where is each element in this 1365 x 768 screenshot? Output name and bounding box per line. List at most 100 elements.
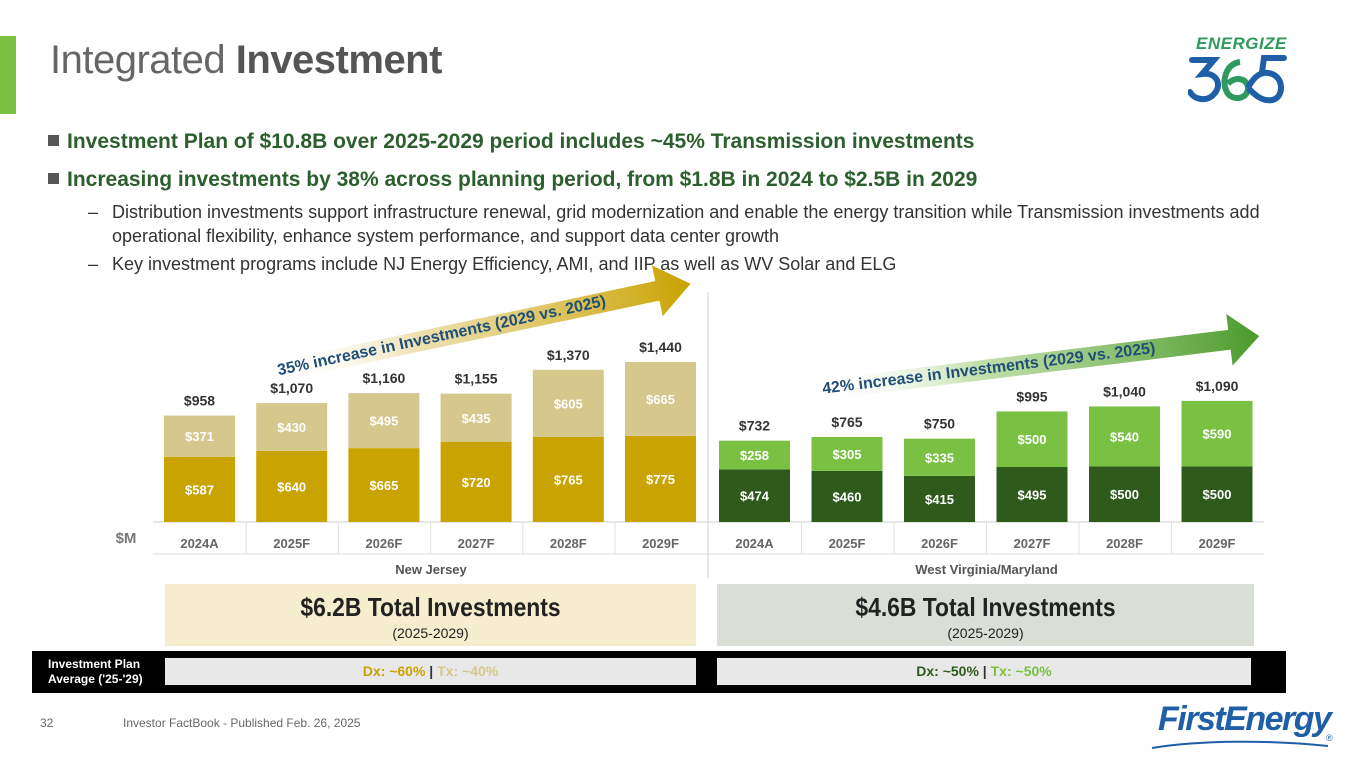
plan-label: Investment Plan Average ('25-'29) bbox=[48, 657, 143, 686]
west-virginia-maryland-bar-bottom-2028F bbox=[1089, 466, 1160, 522]
new-jersey-total-2029F: $1,440 bbox=[639, 339, 682, 355]
west-virginia-maryland-total-2026F: $750 bbox=[924, 416, 955, 432]
new-jersey-bar-bottom-2027F bbox=[440, 442, 512, 522]
west-virginia-maryland-bar-top-2027F bbox=[996, 411, 1068, 467]
west-virginia-maryland-bar-top-2028F bbox=[1089, 406, 1160, 467]
nj-summary-period: (2025-2029) bbox=[392, 625, 469, 641]
new-jersey-bar-bottom-2024A bbox=[164, 456, 235, 522]
new-jersey-tick-2029F: 2029F bbox=[642, 536, 679, 551]
new-jersey-tick-2028F: 2028F bbox=[550, 536, 587, 551]
new-jersey-bar-top-2025F bbox=[256, 403, 328, 451]
new-jersey-group-label: New Jersey bbox=[395, 562, 467, 577]
west-virginia-maryland-total-2029F: $1,090 bbox=[1196, 378, 1239, 394]
west-virginia-maryland-total-2028F: $1,040 bbox=[1103, 383, 1146, 399]
new-jersey-label-bottom-2027F: $720 bbox=[462, 475, 491, 490]
sub-bullet-1: – Distribution investments support infras… bbox=[88, 200, 1318, 248]
west-virginia-maryland-tick-2024A: 2024A bbox=[735, 536, 774, 551]
wv-arrow-shape bbox=[819, 313, 1260, 400]
bullet-list: Investment Plan of $10.8B over 2025-2029… bbox=[48, 130, 1318, 280]
wv-plan-split: Dx: ~50% | Tx: ~50% bbox=[717, 658, 1251, 685]
new-jersey-tick-2024A: 2024A bbox=[180, 536, 219, 551]
new-jersey-total-2027F: $1,155 bbox=[455, 371, 498, 387]
bullet-2: Increasing investments by 38% across pla… bbox=[48, 168, 1318, 192]
west-virginia-maryland-label-top-2029F: $590 bbox=[1203, 427, 1232, 442]
nj-summary-total: $6.2B Total Investments bbox=[300, 592, 561, 622]
new-jersey-bar-bottom-2026F bbox=[348, 448, 420, 522]
west-virginia-maryland-tick-2029F: 2029F bbox=[1199, 536, 1236, 551]
investment-plan-bar: Investment Plan Average ('25-'29) Dx: ~6… bbox=[32, 651, 1286, 693]
nj-arrow-shape bbox=[273, 265, 691, 382]
wv-summary-total: $4.6B Total Investments bbox=[855, 592, 1116, 622]
new-jersey-bar-top-2027F bbox=[440, 393, 512, 442]
west-virginia-maryland-total-2024A: $732 bbox=[739, 418, 770, 434]
west-virginia-maryland-label-bottom-2027F: $495 bbox=[1018, 488, 1047, 503]
unit-label: $M bbox=[116, 530, 137, 547]
page-title: Integrated Investment bbox=[50, 38, 442, 83]
west-virginia-maryland-label-top-2028F: $540 bbox=[1110, 429, 1139, 444]
nj-arrow-text: 35% increase in Investments (2029 vs. 20… bbox=[276, 293, 608, 379]
west-virginia-maryland-label-bottom-2028F: $500 bbox=[1110, 487, 1139, 502]
west-virginia-maryland-label-top-2025F: $305 bbox=[833, 447, 862, 462]
logo-365-graphic bbox=[1188, 55, 1287, 104]
title-accent-bar bbox=[0, 36, 16, 114]
page-title-light: Integrated bbox=[50, 38, 226, 82]
new-jersey-bar-top-2029F bbox=[625, 362, 696, 436]
west-virginia-maryland-tick-2025F: 2025F bbox=[829, 536, 866, 551]
new-jersey-total-2026F: $1,160 bbox=[362, 370, 405, 386]
bullet-square-icon bbox=[48, 135, 59, 146]
west-virginia-maryland-label-bottom-2029F: $500 bbox=[1203, 487, 1232, 502]
page-title-bold: Investment bbox=[235, 38, 443, 82]
new-jersey-bar-top-2026F bbox=[348, 393, 420, 449]
west-virginia-maryland-label-top-2024A: $258 bbox=[740, 448, 769, 463]
west-virginia-maryland-bar-bottom-2024A bbox=[719, 469, 790, 522]
west-virginia-maryland-tick-2028F: 2028F bbox=[1106, 536, 1143, 551]
west-virginia-maryland-label-bottom-2024A: $474 bbox=[740, 489, 770, 504]
dash-icon: – bbox=[88, 254, 99, 274]
west-virginia-maryland-bar-bottom-2026F bbox=[904, 475, 975, 522]
sub-bullet-2: – Key investment programs include NJ Ener… bbox=[88, 252, 1318, 276]
west-virginia-maryland-bar-top-2026F bbox=[904, 438, 975, 476]
new-jersey-label-top-2024A: $371 bbox=[185, 429, 214, 444]
nj-plan-sep: | bbox=[425, 663, 438, 679]
new-jersey-label-bottom-2024A: $587 bbox=[185, 482, 214, 497]
new-jersey-label-bottom-2029F: $775 bbox=[646, 472, 675, 487]
new-jersey-bar-bottom-2028F bbox=[532, 437, 604, 522]
sub-bullet-2-text: Key investment programs include NJ Energ… bbox=[112, 254, 897, 274]
new-jersey-tick-2026F: 2026F bbox=[365, 536, 402, 551]
west-virginia-maryland-total-2025F: $765 bbox=[831, 414, 862, 430]
west-virginia-maryland-label-bottom-2026F: $415 bbox=[925, 492, 954, 507]
west-virginia-maryland-tick-2026F: 2026F bbox=[921, 536, 958, 551]
west-virginia-maryland-bar-bottom-2027F bbox=[996, 467, 1068, 522]
wv-plan-sep: | bbox=[978, 663, 991, 679]
wv-summary-period: (2025-2029) bbox=[947, 625, 1024, 641]
new-jersey-bar-bottom-2025F bbox=[256, 450, 328, 522]
new-jersey-label-top-2029F: $665 bbox=[646, 392, 675, 407]
new-jersey-bar-top-2028F bbox=[532, 369, 604, 437]
new-jersey-total-2024A: $958 bbox=[184, 393, 215, 409]
new-jersey-label-top-2028F: $605 bbox=[554, 396, 583, 411]
firstenergy-logo: FirstEnergy bbox=[1158, 700, 1332, 738]
new-jersey-label-top-2026F: $495 bbox=[369, 414, 398, 429]
west-virginia-maryland-bar-top-2025F bbox=[811, 437, 883, 471]
new-jersey-total-2028F: $1,370 bbox=[547, 347, 590, 363]
page-number: 32 bbox=[40, 716, 54, 730]
registered-mark: ® bbox=[1326, 733, 1333, 743]
firstenergy-swoosh-icon bbox=[1151, 740, 1329, 749]
west-virginia-maryland-tick-2027F: 2027F bbox=[1014, 536, 1051, 551]
bullet-1: Investment Plan of $10.8B over 2025-2029… bbox=[48, 130, 1318, 154]
energize-365-logo: ENERGIZE bbox=[1188, 32, 1308, 112]
west-virginia-maryland-bar-top-2029F bbox=[1181, 400, 1253, 467]
west-virginia-maryland-label-top-2026F: $335 bbox=[925, 450, 954, 465]
logo-word: ENERGIZE bbox=[1196, 34, 1287, 53]
footer-text: Investor FactBook - Published Feb. 26, 2… bbox=[123, 716, 361, 730]
nj-plan-dx: Dx: ~60% bbox=[362, 663, 426, 679]
west-virginia-maryland-bar-bottom-2025F bbox=[811, 470, 883, 522]
new-jersey-tick-2027F: 2027F bbox=[458, 536, 495, 551]
new-jersey-total-2025F: $1,070 bbox=[270, 380, 313, 396]
west-virginia-maryland-label-top-2027F: $500 bbox=[1018, 432, 1047, 447]
new-jersey-label-bottom-2025F: $640 bbox=[277, 479, 306, 494]
west-virginia-maryland-total-2027F: $995 bbox=[1016, 388, 1047, 404]
new-jersey-bar-bottom-2029F bbox=[625, 435, 696, 522]
new-jersey-label-bottom-2026F: $665 bbox=[369, 478, 398, 493]
